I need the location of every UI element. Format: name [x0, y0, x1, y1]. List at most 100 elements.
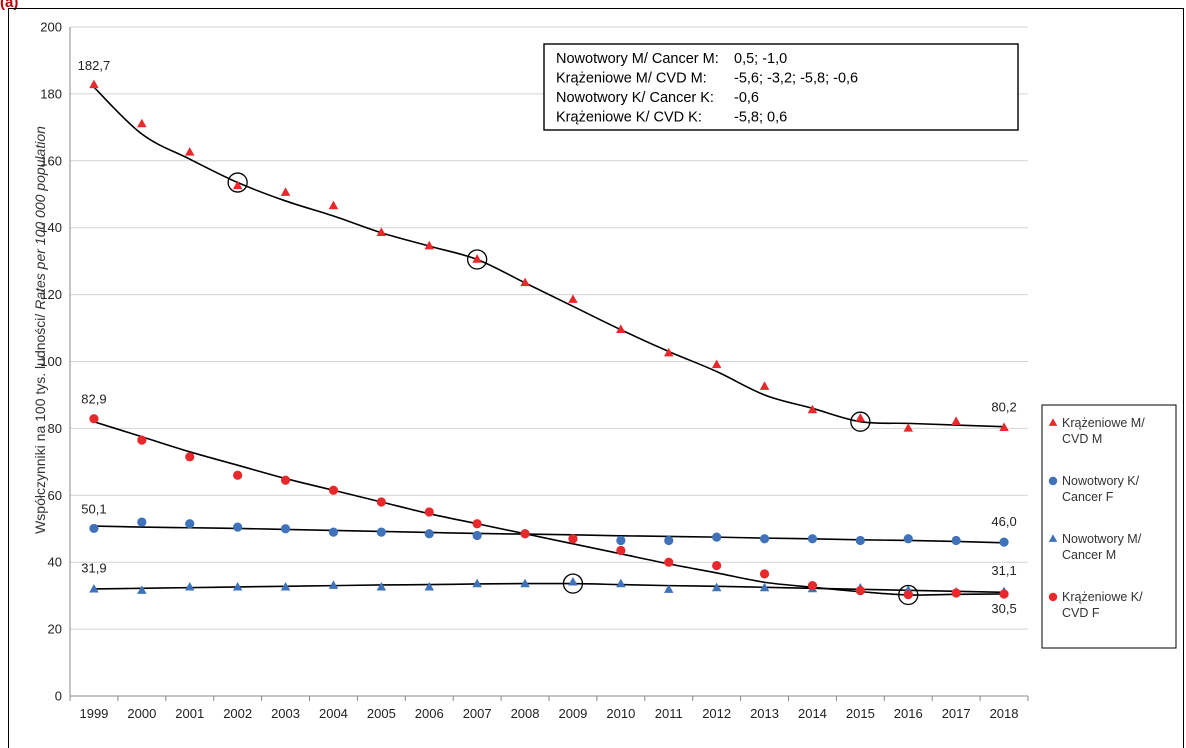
point-krążeniowe-k-cvd-f: [376, 497, 386, 507]
point-krążeniowe-k-cvd-f: [903, 590, 913, 600]
y-tick-label: 180: [40, 86, 62, 101]
point-nowotwory-k-cancer-f: [999, 537, 1009, 547]
data-label: 30,5: [991, 601, 1016, 616]
x-tick-label: 2010: [606, 706, 635, 721]
point-nowotwory-m-cancer-m: [89, 583, 99, 593]
point-krążeniowe-m-cvd-m: [280, 187, 291, 196]
joinpoint-marker: [466, 249, 488, 270]
point-krążeniowe-k-cvd-f: [472, 519, 482, 529]
point-krążeniowe-m-cvd-m: [664, 347, 674, 357]
point-nowotwory-k-cancer-f: [376, 527, 386, 537]
legend-entry-label: Nowotwory K/: [1062, 474, 1140, 488]
point-krążeniowe-m-cvd-m: [616, 324, 626, 333]
data-markers: [89, 79, 1009, 600]
point-nowotwory-k-cancer-f: [137, 517, 147, 527]
point-krążeniowe-k-cvd-f: [951, 588, 961, 598]
point-krążeniowe-k-cvd-f: [616, 545, 626, 556]
x-tick-label: 2009: [558, 706, 587, 721]
point-krążeniowe-k-cvd-f: [520, 529, 530, 539]
point-nowotwory-m-cancer-m: [376, 581, 387, 591]
point-nowotwory-k-cancer-f: [328, 527, 339, 537]
x-tick-label: 2005: [367, 706, 396, 721]
point-krążeniowe-k-cvd-f: [89, 414, 99, 424]
point-nowotwory-k-cancer-f: [712, 532, 722, 542]
point-nowotwory-k-cancer-f: [807, 534, 818, 544]
info-row-value: 0,5; -1,0: [734, 51, 787, 67]
point-krążeniowe-m-cvd-m: [89, 79, 99, 89]
legend-entry-label: Krążeniowe M/: [1062, 416, 1145, 430]
y-axis-label-pl: Współczynniki na 100 tys. ludności/: [32, 310, 48, 534]
joinpoint-circles: [227, 172, 919, 606]
joinpoint-marker: [227, 172, 248, 193]
x-tick-label: 2001: [175, 706, 204, 721]
point-nowotwory-m-cancer-m: [616, 578, 626, 588]
point-krążeniowe-k-cvd-f: [759, 569, 770, 579]
point-krążeniowe-k-cvd-f: [664, 557, 674, 567]
x-tick-label: 2018: [990, 706, 1019, 721]
legend-marker: [1048, 534, 1058, 542]
legend-entry-label: Krążeniowe K/: [1062, 590, 1143, 604]
point-nowotwory-m-cancer-m: [472, 578, 482, 588]
point-krążeniowe-m-cvd-m: [903, 423, 913, 432]
point-nowotwory-m-cancer-m: [664, 584, 674, 593]
info-row-label: Nowotwory K/ Cancer K:: [556, 90, 714, 106]
point-krążeniowe-k-cvd-f: [855, 586, 865, 596]
info-row-label: Nowotwory M/ Cancer M:: [556, 51, 719, 67]
point-nowotwory-k-cancer-f: [664, 535, 674, 546]
point-krążeniowe-m-cvd-m: [759, 381, 770, 390]
joinpoint-marker: [898, 584, 919, 606]
data-label: 50,1: [81, 501, 106, 516]
data-label: 31,9: [81, 560, 106, 575]
point-krążeniowe-k-cvd-f: [233, 470, 243, 480]
x-tick-label: 2014: [798, 706, 827, 721]
point-nowotwory-k-cancer-f: [280, 524, 291, 534]
x-tick-label: 2002: [223, 706, 252, 721]
x-tick-label: 1999: [79, 706, 108, 721]
point-nowotwory-k-cancer-f: [89, 523, 99, 534]
point-nowotwory-k-cancer-f: [951, 535, 961, 546]
point-krążeniowe-m-cvd-m: [376, 227, 387, 236]
point-nowotwory-m-cancer-m: [759, 582, 770, 592]
point-krążeniowe-m-cvd-m: [807, 404, 818, 414]
data-label: 82,9: [81, 392, 106, 407]
x-tick-label: 2000: [127, 706, 156, 721]
data-label: 46,0: [991, 514, 1016, 529]
point-nowotwory-k-cancer-f: [855, 535, 865, 546]
axes: 0 20 40 60 80 100 120 140 160 180 200 1999 2000 2001 2…: [40, 20, 1029, 721]
point-nowotwory-k-cancer-f: [616, 535, 626, 546]
trend-line-krążeniowe-k-cvd-f: [93, 420, 1005, 596]
point-nowotwory-m-cancer-m: [711, 582, 722, 592]
point-nowotwory-m-cancer-m: [568, 576, 578, 586]
point-krążeniowe-m-cvd-m: [711, 359, 722, 369]
point-krążeniowe-m-cvd-m: [855, 413, 866, 422]
point-nowotwory-k-cancer-f: [472, 530, 482, 541]
point-nowotwory-m-cancer-m: [185, 581, 195, 591]
x-tick-label: 2015: [846, 706, 875, 721]
legend-entry-label: Cancer M: [1062, 548, 1116, 562]
info-row-label: Krążeniowe K/ CVD K:: [556, 110, 702, 126]
y-tick-label: 160: [40, 153, 62, 168]
point-nowotwory-k-cancer-f: [424, 529, 434, 539]
info-row-label: Krążeniowe M/ CVD M:: [556, 71, 707, 87]
info-row-value: -0,6: [734, 90, 759, 106]
x-tick-label: 2017: [942, 706, 971, 721]
data-label: 182,7: [78, 58, 111, 73]
y-tick-label: 120: [40, 287, 62, 302]
point-krążeniowe-k-cvd-f: [424, 507, 434, 517]
trend-line-krążeniowe-m-cvd-m: [93, 86, 1005, 428]
legend-entry-label: CVD F: [1062, 606, 1100, 620]
y-tick-label: 40: [48, 555, 62, 570]
point-krążeniowe-m-cvd-m: [951, 416, 961, 425]
trend-line-nowotwory-m-cancer-m: [93, 582, 1005, 594]
legend-entry-label: Nowotwory M/: [1062, 532, 1142, 546]
point-nowotwory-k-cancer-f: [903, 534, 913, 544]
info-row-value: -5,8; 0,6: [734, 110, 787, 126]
trend-line-nowotwory-k-cancer-f: [93, 525, 1005, 544]
point-nowotwory-k-cancer-f: [233, 522, 243, 532]
point-krążeniowe-k-cvd-f: [807, 581, 818, 591]
legend-marker: [1048, 476, 1058, 486]
legend-entry-label: CVD M: [1062, 432, 1102, 446]
point-krążeniowe-m-cvd-m: [424, 240, 434, 250]
x-tick-label: 2013: [750, 706, 779, 721]
